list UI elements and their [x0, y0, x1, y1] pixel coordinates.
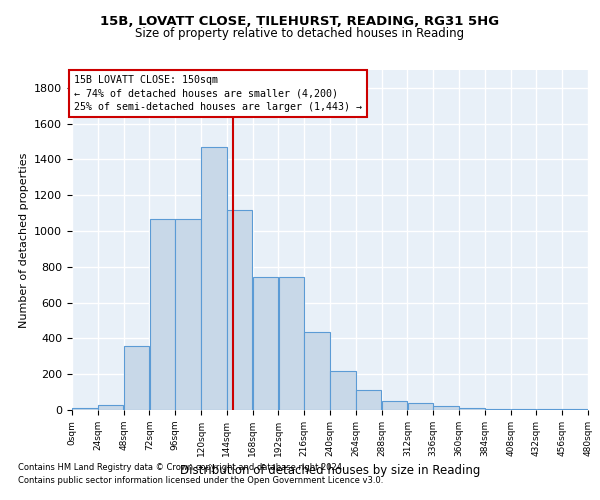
- Bar: [330, 370, 356, 410]
- Text: Contains public sector information licensed under the Open Government Licence v3: Contains public sector information licen…: [18, 476, 383, 485]
- Bar: [278, 276, 304, 410]
- Bar: [227, 210, 253, 410]
- Bar: [175, 220, 201, 410]
- Text: Contains HM Land Registry data © Crown copyright and database right 2024.: Contains HM Land Registry data © Crown c…: [18, 464, 344, 472]
- Bar: [536, 409, 562, 410]
- Bar: [124, 346, 149, 410]
- Bar: [407, 403, 433, 410]
- Bar: [511, 409, 536, 410]
- Text: 15B LOVATT CLOSE: 150sqm
← 74% of detached houses are smaller (4,200)
25% of sem: 15B LOVATT CLOSE: 150sqm ← 74% of detach…: [74, 76, 362, 112]
- Text: 15B, LOVATT CLOSE, TILEHURST, READING, RG31 5HG: 15B, LOVATT CLOSE, TILEHURST, READING, R…: [100, 15, 500, 28]
- Text: Size of property relative to detached houses in Reading: Size of property relative to detached ho…: [136, 28, 464, 40]
- Bar: [433, 406, 459, 410]
- Bar: [304, 332, 330, 410]
- Bar: [382, 401, 407, 410]
- Bar: [201, 147, 227, 410]
- Bar: [72, 408, 98, 410]
- X-axis label: Distribution of detached houses by size in Reading: Distribution of detached houses by size …: [180, 464, 480, 477]
- Bar: [253, 276, 278, 410]
- Y-axis label: Number of detached properties: Number of detached properties: [19, 152, 29, 328]
- Bar: [562, 409, 588, 410]
- Bar: [459, 408, 485, 410]
- Bar: [98, 404, 124, 410]
- Bar: [356, 390, 382, 410]
- Bar: [149, 220, 175, 410]
- Bar: [485, 409, 511, 410]
